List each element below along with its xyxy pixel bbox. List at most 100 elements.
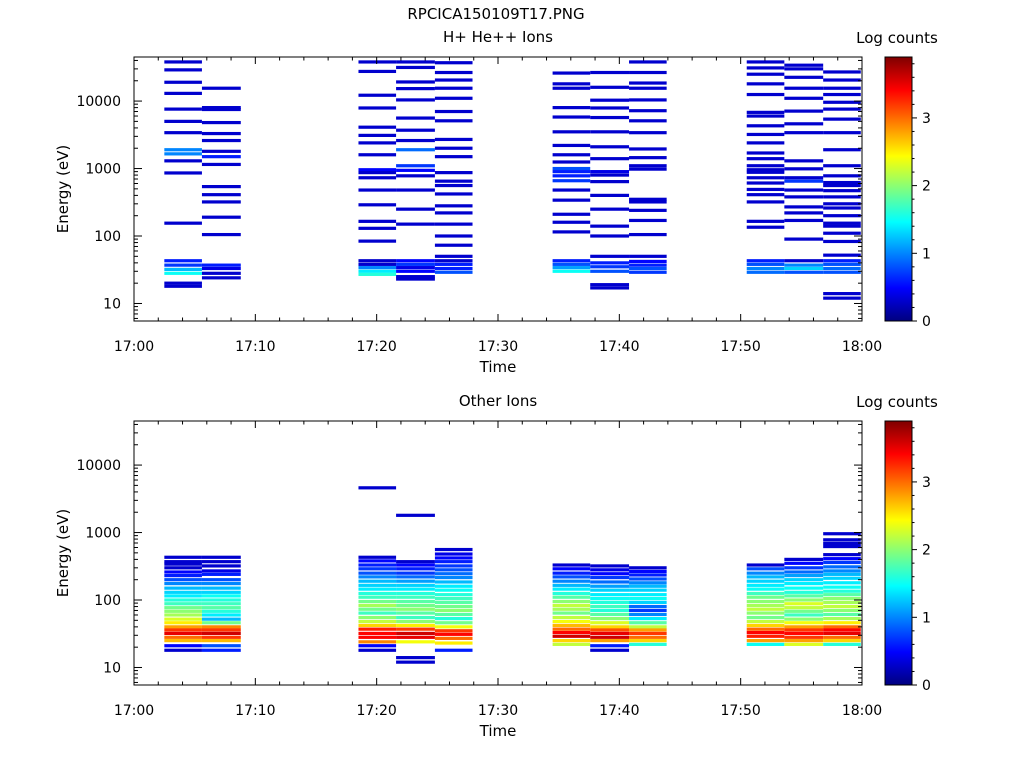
heatmap-cell [201, 185, 241, 189]
heatmap-cell [590, 575, 630, 580]
heatmap-cell [434, 183, 473, 188]
heatmap-cell [552, 579, 591, 583]
heatmap-cell [434, 222, 473, 226]
heatmap-cell [746, 599, 785, 604]
heatmap-cell [358, 603, 397, 608]
heatmap-cell [396, 148, 435, 152]
heatmap-cell [164, 221, 202, 225]
heatmap-cell [358, 640, 397, 644]
heatmap-cell [590, 269, 630, 273]
heatmap-cell [434, 270, 473, 274]
heatmap-cell [590, 180, 630, 184]
colorbar-tick-label: 0 [922, 314, 931, 330]
heatmap-cell [823, 593, 861, 597]
heatmap-cell [434, 547, 473, 552]
heatmap-cell [396, 116, 435, 120]
heatmap-cell [552, 623, 591, 628]
heatmap-cell [396, 128, 435, 132]
heatmap-cell [164, 562, 202, 566]
heatmap-cell [590, 173, 630, 177]
heatmap-cell [629, 604, 667, 609]
heatmap-cell [396, 275, 435, 279]
heatmap-cell [434, 171, 473, 175]
heatmap-cell [746, 623, 785, 628]
heatmap-cell [823, 557, 861, 561]
heatmap-cell [164, 159, 202, 163]
heatmap-cell [358, 69, 397, 74]
heatmap-cell [552, 563, 591, 567]
heatmap-cell [590, 572, 630, 576]
heatmap-cell [629, 270, 667, 274]
colorbar-tick-label: 2 [922, 179, 931, 195]
heatmap-cell [590, 608, 630, 613]
heatmap-cell [590, 580, 630, 584]
heatmap-cell [823, 628, 861, 632]
heatmap-cell [590, 193, 630, 197]
heatmap-cell [358, 599, 397, 604]
heatmap-cell [164, 639, 202, 643]
heatmap-cell [358, 168, 397, 172]
heatmap-cell [784, 566, 824, 570]
heatmap-cell [201, 625, 241, 629]
heatmap-cell [358, 272, 397, 276]
heatmap-cell [396, 560, 435, 564]
heatmap-cell [784, 270, 824, 274]
heatmap-cell [590, 639, 630, 643]
heatmap-cell [823, 189, 861, 193]
heatmap-cell [201, 560, 241, 564]
heatmap-cell [823, 612, 861, 617]
heatmap-cell [784, 205, 824, 209]
heatmap-cell [358, 239, 397, 243]
heatmap-cell [434, 648, 473, 652]
y-tick-label: 100 [94, 229, 121, 245]
heatmap-cell [552, 166, 591, 171]
heatmap-cell [434, 146, 473, 150]
heatmap-cell [396, 603, 435, 608]
heatmap-cell [552, 170, 591, 174]
heatmap-cell [823, 581, 861, 585]
heatmap-cell [590, 568, 630, 572]
heatmap-cell [434, 636, 473, 640]
heatmap-cell [201, 564, 241, 568]
heatmap-cell [396, 174, 435, 178]
heatmap-cell [396, 591, 435, 596]
heatmap-cell [434, 86, 473, 90]
heatmap-cell [358, 188, 397, 192]
heatmap-cell [784, 621, 824, 625]
heatmap-cell [396, 277, 435, 281]
heatmap-cell [784, 179, 824, 183]
heatmap-cell [396, 98, 435, 102]
heatmap-cell [164, 628, 202, 632]
heatmap-cell [434, 621, 473, 625]
heatmap-cell [746, 164, 785, 168]
heatmap-cell [552, 115, 591, 119]
heatmap-cell [784, 639, 824, 643]
heatmap-cell [552, 153, 591, 157]
heatmap-cell [434, 560, 473, 564]
x-tick-label: 17:40 [599, 703, 639, 719]
heatmap-cell [396, 623, 435, 628]
x-tick-label: 17:30 [478, 339, 518, 355]
heatmap-cell [358, 486, 397, 490]
heatmap-cell [784, 75, 824, 79]
heatmap-cell [396, 262, 435, 266]
heatmap-cell [201, 609, 241, 613]
heatmap-cell [823, 635, 861, 639]
heatmap-cell [746, 567, 785, 571]
heatmap-cell [434, 204, 473, 208]
heatmap-cell [358, 226, 397, 230]
heatmap-cell [434, 617, 473, 621]
heatmap-cell [629, 164, 667, 168]
heatmap-cell [590, 621, 630, 625]
heatmap-cell [164, 574, 202, 578]
heatmap-cell [823, 266, 861, 271]
heatmap-cell [784, 617, 824, 621]
x-tick-label: 17:50 [720, 339, 760, 355]
heatmap-cell [629, 584, 667, 588]
heatmap-cell [823, 270, 861, 274]
heatmap-cell [201, 606, 241, 610]
heatmap-cell [590, 593, 630, 597]
heatmap-cell [434, 629, 473, 633]
heatmap-cell [629, 593, 667, 597]
heatmap-cell [434, 211, 473, 215]
